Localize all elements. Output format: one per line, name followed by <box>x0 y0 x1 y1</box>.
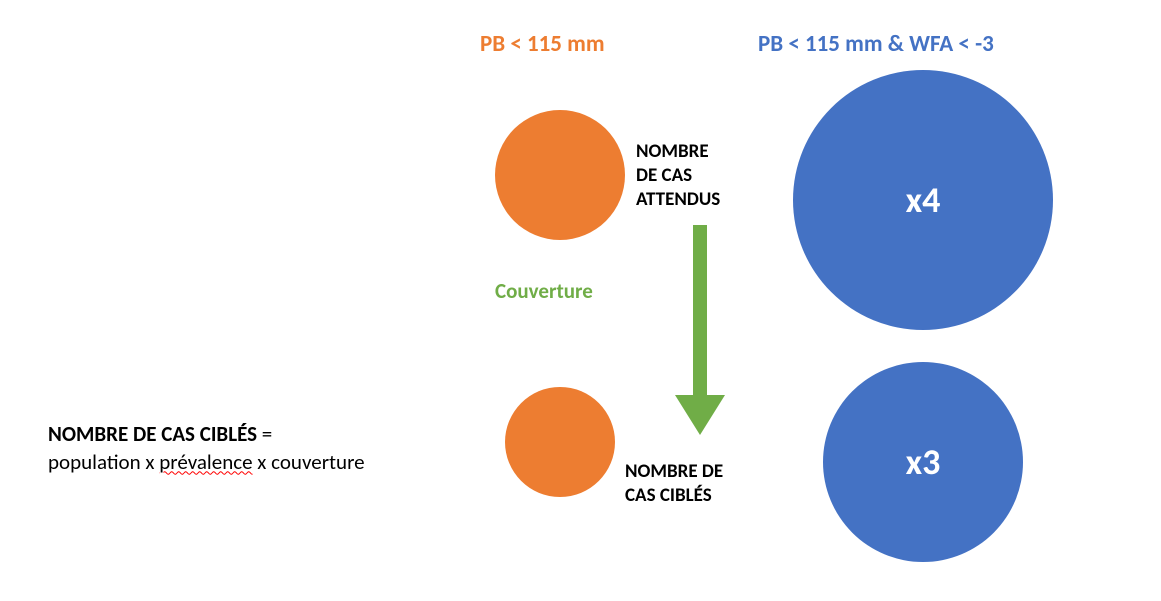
multiplier-bottom: x3 <box>906 440 941 484</box>
arrow-down-g <box>675 225 725 435</box>
formula-body-pre: population x <box>48 449 159 475</box>
formula: NOMBRE DE CAS CIBLÉS = population x prév… <box>48 420 448 477</box>
formula-line1: NOMBRE DE CAS CIBLÉS = <box>48 420 448 448</box>
circle-blue-bottom: x3 <box>823 362 1023 562</box>
circle-orange-bottom <box>505 387 615 497</box>
multiplier-top: x4 <box>906 178 941 222</box>
formula-body-underlined: prévalence <box>159 449 252 475</box>
label-couverture: Couverture <box>495 278 655 304</box>
formula-line2: population x prévalence x couverture <box>48 448 448 476</box>
label-expected-l1: NOMBRE <box>636 140 786 164</box>
label-expected: NOMBRE DE CAS ATTENDUS <box>636 140 786 211</box>
label-expected-l2: DE CAS <box>636 164 786 188</box>
label-targeted-l1: NOMBRE DE <box>625 460 795 484</box>
header-blue: PB < 115 mm & WFA < -3 <box>758 30 1118 58</box>
label-couverture-text: Couverture <box>495 278 593 304</box>
formula-equals: = <box>257 421 272 447</box>
formula-title: NOMBRE DE CAS CIBLÉS <box>48 421 257 447</box>
label-targeted: NOMBRE DE CAS CIBLÉS <box>625 460 795 508</box>
label-expected-l3: ATTENDUS <box>636 188 786 212</box>
arrow-head <box>675 395 725 435</box>
arrow-down <box>0 0 1 1</box>
label-targeted-l2: CAS CIBLÉS <box>625 484 795 508</box>
circle-blue-top: x4 <box>793 70 1053 330</box>
circle-orange-top <box>495 110 625 240</box>
formula-body-post: x couverture <box>253 449 365 475</box>
header-blue-text: PB < 115 mm & WFA < -3 <box>758 30 994 58</box>
header-orange: PB < 115 mm <box>480 30 690 58</box>
header-orange-text: PB < 115 mm <box>480 30 605 58</box>
